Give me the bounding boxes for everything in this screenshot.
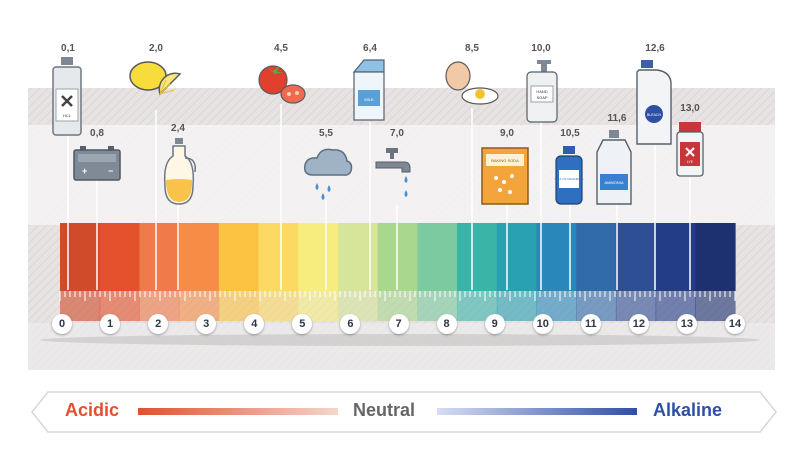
scale-shadow bbox=[40, 334, 760, 346]
svg-text:MILK: MILK bbox=[364, 97, 374, 102]
neutral-label: Neutral bbox=[353, 400, 416, 420]
ph-number-14: 14 bbox=[725, 314, 745, 334]
svg-text:AMMONIA: AMMONIA bbox=[604, 180, 623, 185]
vinegar-jar-icon bbox=[163, 138, 197, 205]
ph-number-11: 11 bbox=[580, 314, 601, 334]
bleach-jug-icon: BLEACH bbox=[636, 60, 672, 145]
ph-color-segment bbox=[139, 223, 180, 291]
ph-color-segment bbox=[615, 223, 657, 291]
svg-text:BAKING SODA: BAKING SODA bbox=[491, 158, 519, 163]
ph-color-segment bbox=[377, 223, 418, 291]
alkaline-gradient-bar bbox=[437, 408, 637, 415]
acidic-gradient-bar bbox=[138, 408, 338, 415]
ph-value-label: 5,5 bbox=[319, 128, 333, 139]
svg-text:MILK OF MAGNESIA: MILK OF MAGNESIA bbox=[555, 177, 584, 181]
svg-text:BLEACH: BLEACH bbox=[647, 113, 661, 117]
ph-number-5: 5 bbox=[292, 314, 313, 334]
ph-color-segment bbox=[179, 223, 220, 291]
egg-icon bbox=[445, 61, 499, 105]
ph-value-label: 2,0 bbox=[149, 43, 163, 54]
ph-value-label: 12,6 bbox=[645, 43, 665, 54]
acidic-label: Acidic bbox=[65, 400, 120, 420]
ph-number-0: 0 bbox=[52, 314, 72, 334]
svg-text:LYE: LYE bbox=[687, 160, 694, 164]
ph-color-segment bbox=[496, 223, 538, 291]
ph-number-1: 1 bbox=[100, 314, 121, 334]
car-battery-icon: + − bbox=[73, 146, 121, 181]
ph-number-13: 13 bbox=[676, 314, 697, 334]
lye-container-icon: LYE bbox=[676, 122, 704, 177]
ph-color-bar bbox=[60, 223, 736, 291]
ph-color-segment bbox=[576, 223, 617, 291]
ph-number-10: 10 bbox=[532, 314, 553, 334]
ph-value-label: 7,0 bbox=[390, 128, 404, 139]
svg-text:SOAP: SOAP bbox=[536, 95, 547, 100]
ph-color-segment bbox=[457, 223, 498, 291]
ph-number-3: 3 bbox=[196, 314, 217, 334]
ph-value-label: 8,5 bbox=[465, 43, 479, 54]
ph-color-segment bbox=[298, 223, 339, 291]
ammonia-jug-icon: AMMONIA bbox=[596, 130, 632, 205]
tomato-icon bbox=[258, 65, 306, 104]
ph-number-7: 7 bbox=[388, 314, 409, 334]
ph-value-label: 6,4 bbox=[363, 43, 377, 54]
ph-color-segment bbox=[337, 223, 379, 291]
ph-number-8: 8 bbox=[436, 314, 457, 334]
ph-color-segment bbox=[60, 223, 101, 291]
hcl-bottle-icon: HCL bbox=[52, 57, 82, 136]
svg-text:HCL: HCL bbox=[63, 113, 72, 118]
water-tap-icon bbox=[375, 148, 411, 197]
ph-value-label: 11,6 bbox=[607, 113, 627, 124]
ph-value-label: 0,8 bbox=[90, 128, 104, 139]
rain-cloud-icon bbox=[303, 148, 353, 200]
ph-value-label: 2,4 bbox=[171, 123, 185, 134]
ph-number-12: 12 bbox=[628, 314, 649, 334]
ph-value-label: 10,0 bbox=[531, 43, 551, 54]
ph-color-segment bbox=[99, 223, 141, 291]
ph-number-6: 6 bbox=[340, 314, 361, 334]
ph-color-segment bbox=[218, 223, 260, 291]
svg-text:HAND: HAND bbox=[536, 89, 547, 94]
hand-soap-icon: HAND SOAP bbox=[526, 60, 558, 123]
lemon-icon bbox=[129, 61, 182, 96]
ph-color-segment bbox=[655, 223, 696, 291]
alkaline-label: Alkaline bbox=[653, 400, 723, 420]
milk-of-magnesia-icon: MILK OF MAGNESIA bbox=[555, 146, 584, 205]
ph-color-segment bbox=[417, 223, 458, 291]
svg-text:+: + bbox=[82, 166, 87, 176]
ph-value-label: 9,0 bbox=[500, 128, 514, 139]
ph-number-2: 2 bbox=[148, 314, 169, 334]
ph-number-4: 4 bbox=[244, 314, 265, 334]
ph-color-segment bbox=[695, 223, 736, 291]
legend-banner bbox=[31, 391, 777, 433]
svg-text:−: − bbox=[108, 166, 113, 176]
ph-value-label: 0,1 bbox=[61, 43, 75, 54]
ph-color-segment bbox=[258, 223, 299, 291]
ph-value-label: 10,5 bbox=[560, 128, 580, 139]
baking-soda-box-icon: BAKING SODA bbox=[481, 147, 529, 205]
pointer-lines bbox=[67, 104, 691, 290]
ph-value-label: 4,5 bbox=[274, 43, 288, 54]
milk-carton-icon: MILK bbox=[352, 59, 385, 121]
ph-number-9: 9 bbox=[484, 314, 505, 334]
ph-value-label: 13,0 bbox=[680, 103, 700, 114]
